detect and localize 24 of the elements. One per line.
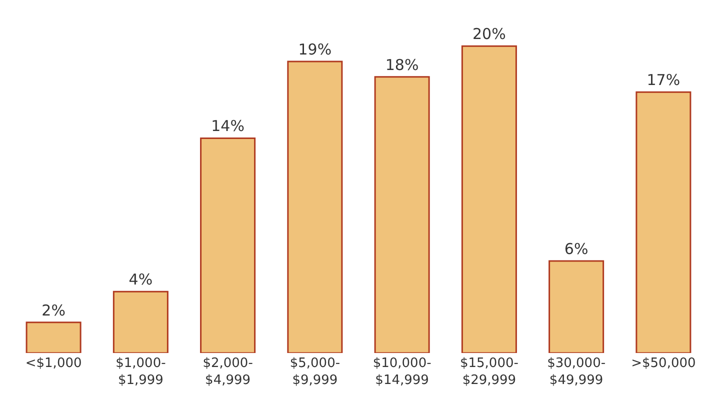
data-label: 19% — [298, 40, 332, 58]
x-tick-label: $1,000- $1,999 — [116, 356, 166, 388]
x-tick-label: >$50,000 — [631, 356, 696, 371]
data-label: 14% — [211, 117, 244, 136]
data-label: 20% — [472, 25, 506, 44]
bar — [26, 322, 82, 353]
bar — [374, 76, 430, 353]
bar — [461, 45, 517, 353]
x-tick-label: $5,000- $9,999 — [290, 356, 340, 388]
bar — [287, 60, 343, 353]
x-tick-label: $2,000- $4,999 — [202, 356, 254, 388]
bar — [200, 137, 256, 353]
bar — [112, 290, 168, 353]
bar — [636, 91, 692, 353]
x-tick-label: $10,000- $14,999 — [372, 356, 432, 388]
x-tick-label: $30,000- $49,999 — [547, 356, 606, 388]
bar — [548, 260, 604, 353]
x-tick-label: <$1,000 — [25, 356, 82, 371]
data-label: 17% — [646, 71, 680, 90]
x-tick-label: $15,000- $29,999 — [460, 356, 519, 388]
data-label: 18% — [385, 56, 419, 74]
data-label: 4% — [128, 270, 153, 289]
data-label: 2% — [42, 301, 66, 320]
data-label: 6% — [564, 240, 588, 258]
